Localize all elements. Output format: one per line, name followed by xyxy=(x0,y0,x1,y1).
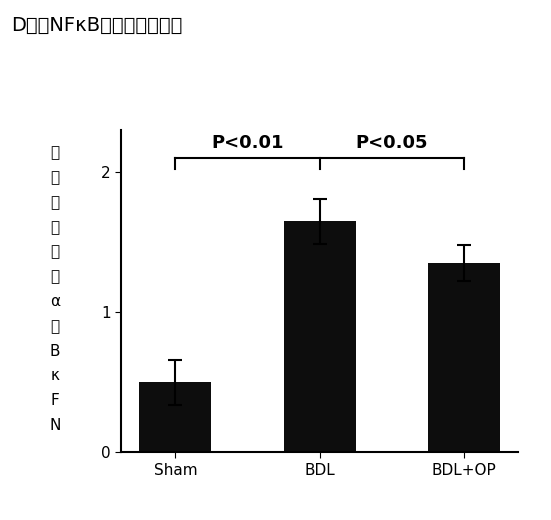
Text: P<0.05: P<0.05 xyxy=(355,135,428,152)
Text: ー: ー xyxy=(51,269,60,284)
Text: P<0.01: P<0.01 xyxy=(211,135,284,152)
Bar xyxy=(428,263,500,452)
Bar xyxy=(284,221,355,452)
Text: N: N xyxy=(50,418,61,433)
Text: α: α xyxy=(50,294,60,309)
Text: ー: ー xyxy=(51,319,60,334)
Text: ン: ン xyxy=(51,170,60,185)
Text: F: F xyxy=(51,393,60,408)
Bar xyxy=(139,382,212,452)
Text: リ: リ xyxy=(51,195,60,210)
Text: ー: ー xyxy=(51,220,60,235)
Text: D．肝NFκBタンパク質発現: D．肝NFκBタンパク質発現 xyxy=(11,16,182,35)
Text: チ: チ xyxy=(51,244,60,259)
Text: κ: κ xyxy=(51,369,60,384)
Text: 比: 比 xyxy=(51,145,60,160)
Text: B: B xyxy=(50,344,61,359)
